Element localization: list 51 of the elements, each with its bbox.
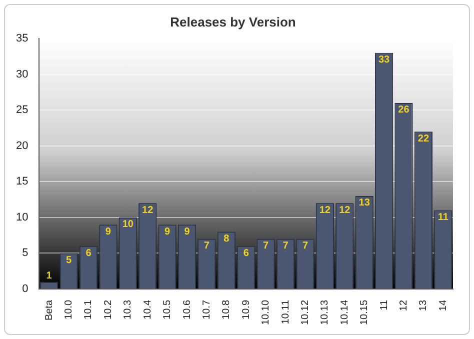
data-label: 10 bbox=[122, 219, 134, 230]
x-tick-label: 14 bbox=[438, 300, 449, 312]
x-tick-label: 13 bbox=[418, 300, 430, 312]
x-tick-label: 10.8 bbox=[221, 300, 232, 320]
x-tick-label: 11 bbox=[378, 300, 390, 310]
data-label: 33 bbox=[378, 54, 390, 66]
x-tick-label: 10.7 bbox=[201, 300, 212, 320]
y-tick-label: 5 bbox=[22, 247, 28, 260]
x-tick-label: 10.4 bbox=[142, 300, 154, 320]
data-label: 12 bbox=[319, 204, 331, 216]
x-tick-label: 10.14 bbox=[339, 300, 350, 326]
chart-title: Releases by Version bbox=[170, 14, 296, 30]
data-label: 5 bbox=[66, 254, 72, 266]
data-label: 1 bbox=[46, 270, 52, 282]
data-label: 7 bbox=[302, 240, 308, 252]
x-tick-label: 10.12 bbox=[300, 300, 311, 326]
data-label: 9 bbox=[164, 226, 171, 238]
data-label: 12 bbox=[339, 204, 351, 216]
x-tick-label: 10.6 bbox=[182, 300, 193, 320]
data-label: 8 bbox=[224, 233, 230, 244]
x-tick-label: 10.13 bbox=[320, 300, 331, 326]
data-label: 6 bbox=[243, 248, 250, 259]
data-label: 13 bbox=[358, 198, 370, 209]
x-tick-label: 10.3 bbox=[122, 300, 134, 320]
data-label: 7 bbox=[282, 240, 289, 252]
data-label: 9 bbox=[184, 226, 190, 238]
y-tick-label: 30 bbox=[16, 68, 28, 80]
data-label: 26 bbox=[398, 104, 410, 116]
y-tick-label: 35 bbox=[16, 32, 28, 45]
x-tick-label: 10.2 bbox=[102, 300, 114, 320]
data-label: 11 bbox=[438, 212, 449, 224]
y-tick-label: 20 bbox=[16, 140, 28, 152]
data-label: 9 bbox=[105, 226, 112, 238]
x-tick-label: 10.1 bbox=[83, 300, 94, 320]
x-tick-label: 10.11 bbox=[280, 300, 292, 324]
x-tick-label: 10.9 bbox=[240, 300, 252, 320]
y-tick-label: 15 bbox=[16, 176, 28, 188]
y-tick-label: 0 bbox=[22, 283, 28, 296]
data-label: 12 bbox=[142, 204, 154, 216]
y-tick-label: 10 bbox=[16, 211, 28, 224]
x-tick-label: 10.0 bbox=[64, 300, 75, 320]
x-tick-label: 10.10 bbox=[260, 300, 272, 326]
x-tick-label: 10.15 bbox=[359, 300, 370, 326]
x-tick-label: 12 bbox=[398, 300, 410, 312]
x-tick-label: Beta bbox=[44, 300, 55, 321]
data-label: 7 bbox=[204, 240, 210, 252]
data-label: 22 bbox=[418, 133, 430, 144]
data-label: 7 bbox=[263, 240, 270, 252]
y-tick-label: 25 bbox=[16, 104, 28, 116]
x-tick-label: 10.5 bbox=[162, 300, 174, 320]
data-label: 6 bbox=[86, 248, 92, 259]
